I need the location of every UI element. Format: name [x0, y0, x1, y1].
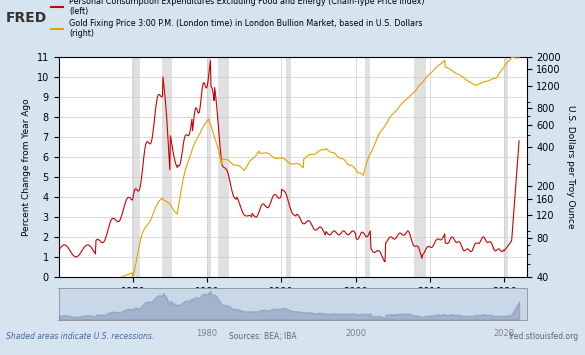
- Text: Sources: BEA; IBA: Sources: BEA; IBA: [229, 332, 297, 341]
- Legend: Personal Consumption Expenditures Excluding Food and Energy (Chain-Type Price In: Personal Consumption Expenditures Exclud…: [51, 0, 425, 38]
- Bar: [218, 57, 229, 277]
- Y-axis label: Percent Change from Year Ago: Percent Change from Year Ago: [22, 98, 31, 236]
- Text: fred.stlouisfed.org: fred.stlouisfed.org: [509, 332, 579, 341]
- Text: Shaded areas indicate U.S. recessions.: Shaded areas indicate U.S. recessions.: [6, 332, 154, 341]
- Text: FRED: FRED: [6, 11, 47, 24]
- Bar: [162, 57, 172, 277]
- Y-axis label: U.S. Dollars per Troy Ounce: U.S. Dollars per Troy Ounce: [566, 105, 574, 229]
- Bar: [207, 57, 211, 277]
- Bar: [504, 57, 508, 277]
- Bar: [132, 57, 140, 277]
- Bar: [285, 57, 291, 277]
- Bar: [414, 57, 426, 277]
- Bar: [365, 57, 370, 277]
